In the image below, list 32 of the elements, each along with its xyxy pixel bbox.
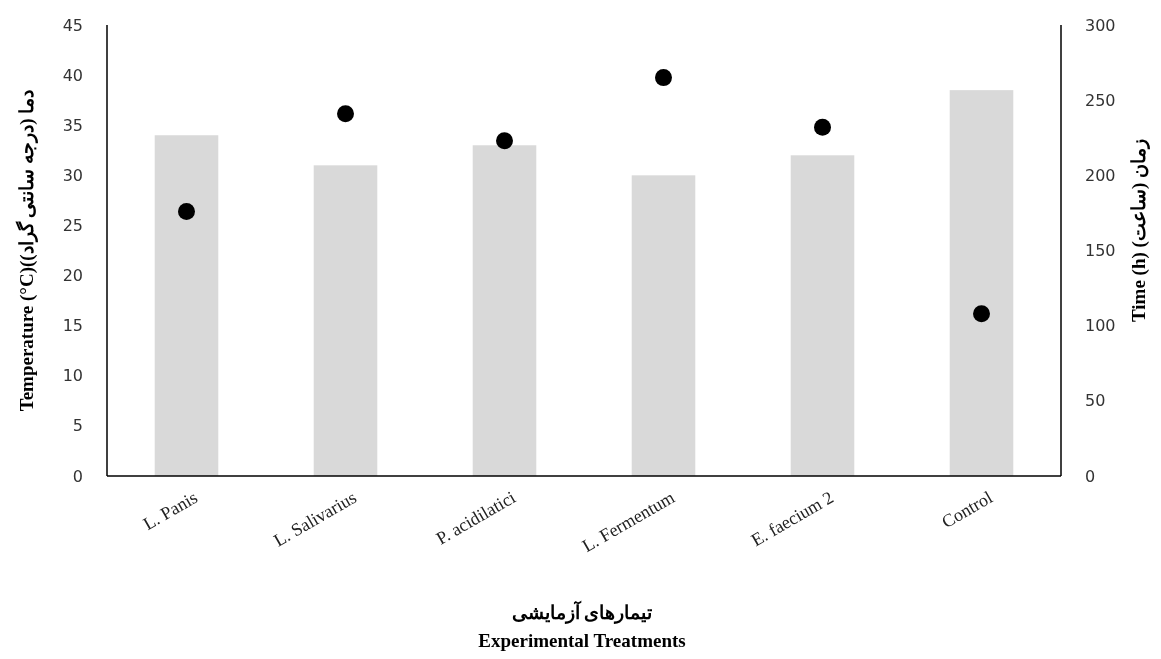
y-tick-label: 0 (72, 466, 83, 486)
bar (313, 165, 378, 476)
point (655, 69, 672, 87)
y-tick-label: 15 (62, 316, 83, 336)
point (973, 305, 990, 323)
y2-tick-label: 100 (1085, 316, 1116, 336)
bar (790, 155, 855, 476)
x-tick-label: L. Panis (139, 487, 201, 535)
bar (631, 175, 696, 476)
y-tick-label: 10 (62, 366, 83, 386)
y-tick-label: 40 (62, 65, 83, 85)
bar (949, 90, 1014, 476)
y-tick-label: 30 (62, 165, 83, 185)
y2-tick-label: 250 (1085, 90, 1116, 110)
y2-tick-label: 0 (1085, 466, 1096, 486)
y-tick-label: 20 (62, 266, 83, 286)
y2-tick-label: 300 (1085, 15, 1116, 35)
y-tick-label: 25 (62, 215, 83, 235)
bar (472, 145, 537, 476)
bar (154, 135, 219, 476)
point (337, 105, 354, 123)
point (496, 132, 513, 150)
y-tick-label: 5 (72, 416, 83, 436)
y-tick-label: 35 (62, 115, 83, 135)
y2-tick-label: 200 (1085, 165, 1116, 185)
y-tick-label: 45 (62, 15, 83, 35)
y2-tick-label: 50 (1085, 391, 1106, 411)
point (814, 118, 831, 136)
y2-tick-label: 150 (1085, 241, 1116, 260)
y2-axis-title: Time (h) زمان (ساعت) (1127, 139, 1150, 322)
y-axis-title: Temperature (°C)(دما (درجه سانتی گراد) (14, 89, 38, 412)
point (178, 202, 195, 220)
